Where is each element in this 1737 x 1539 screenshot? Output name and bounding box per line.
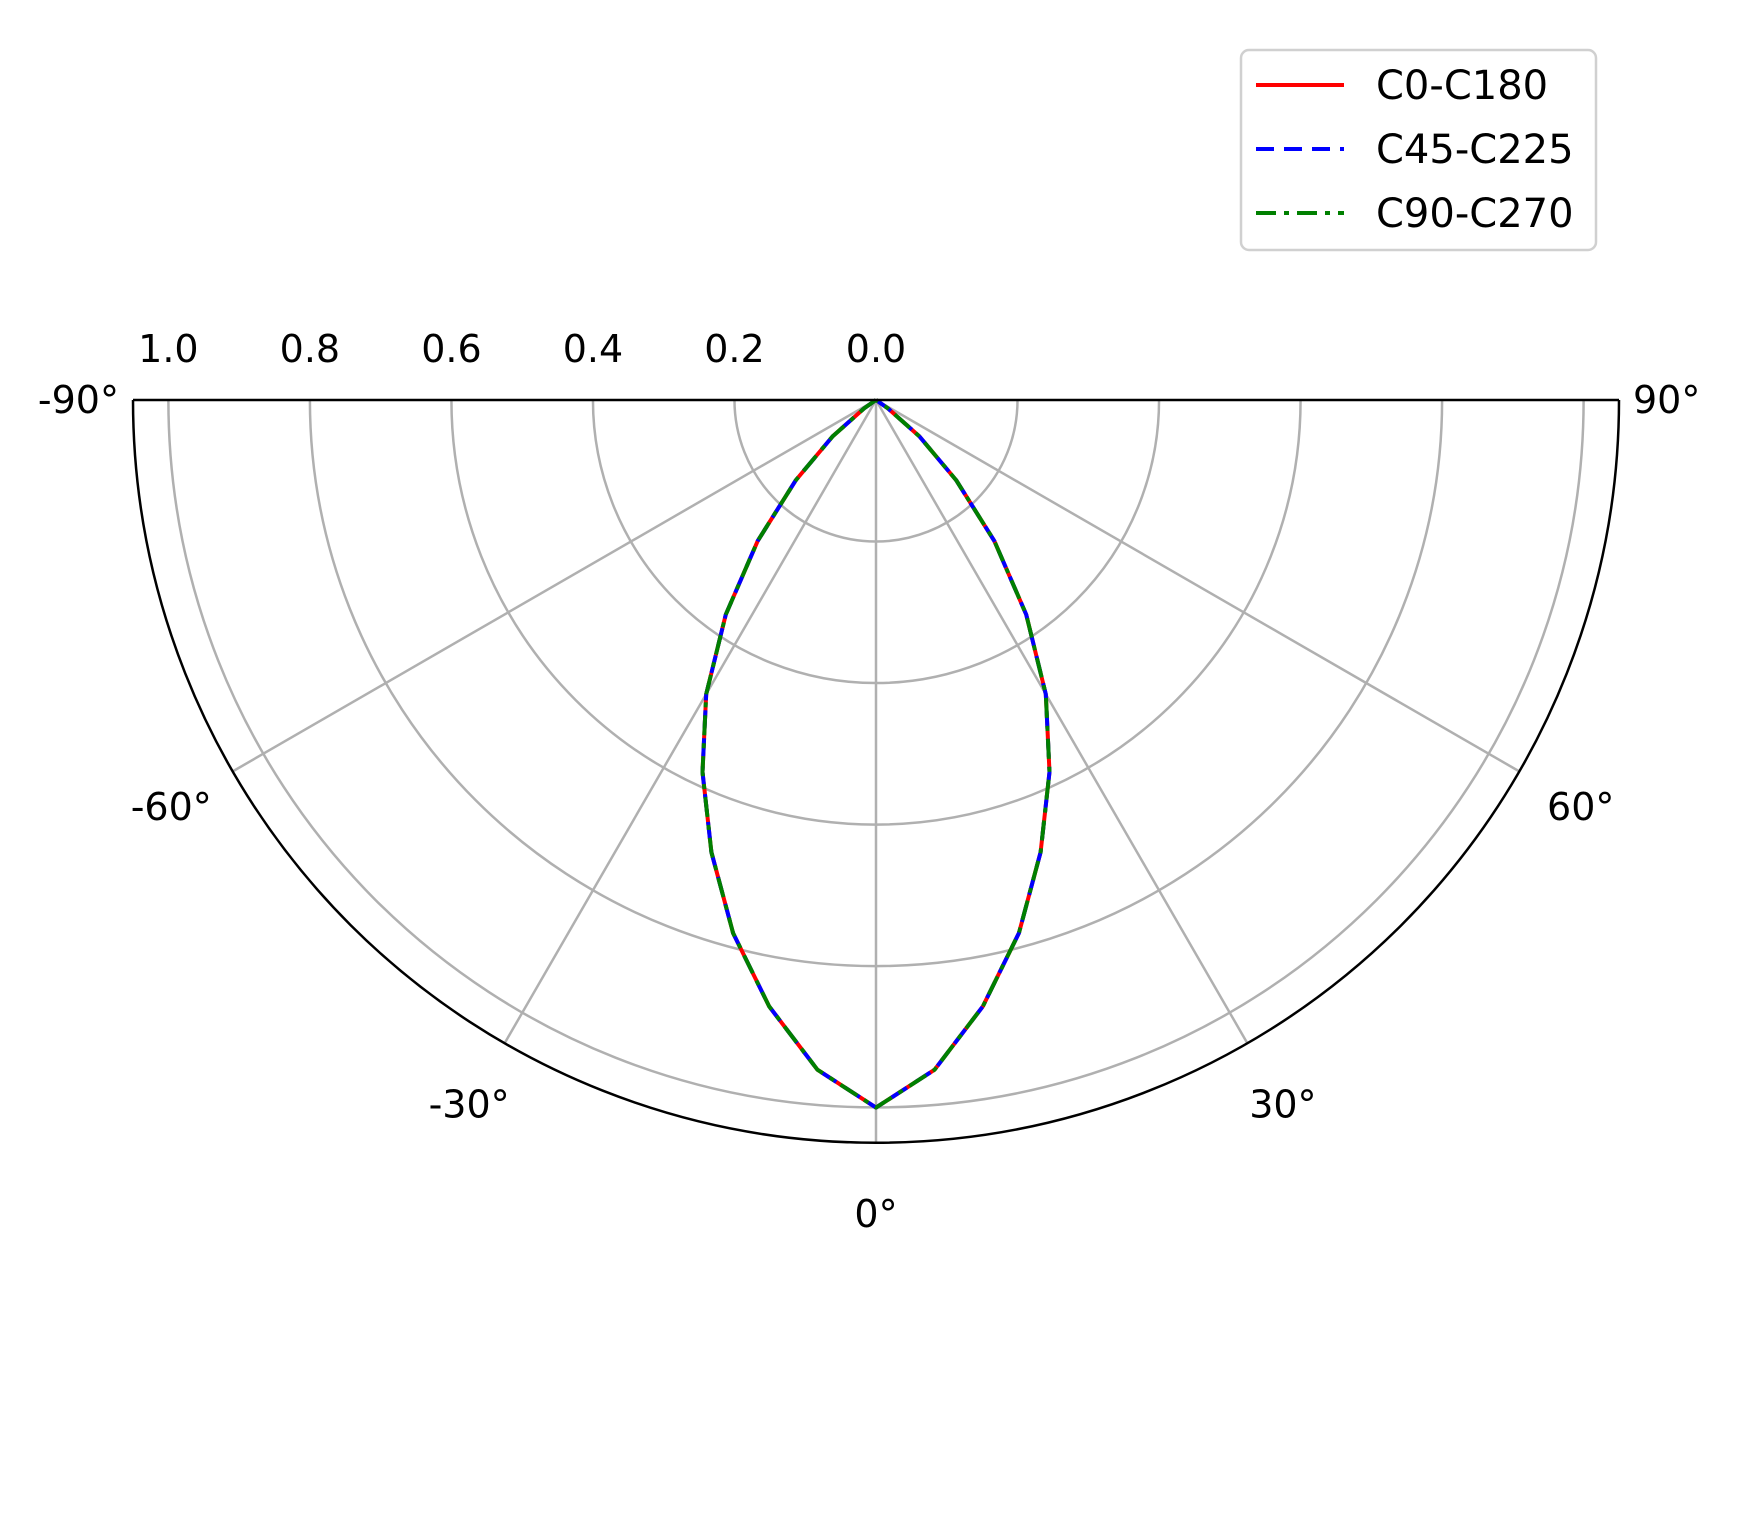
- angular-gridline: [875, 398, 1521, 773]
- radius-tick-label: 0.0: [846, 327, 906, 371]
- angular-gridline: [874, 399, 1249, 1045]
- series-layer: [700, 398, 1052, 1110]
- angle-tick-label: -90°: [38, 378, 119, 422]
- angle-tick-label: 90°: [1633, 378, 1700, 422]
- radius-tick-label: 1.0: [138, 327, 198, 371]
- legend-label: C90-C270: [1376, 191, 1574, 237]
- legend-label: C45-C225: [1376, 127, 1574, 173]
- radius-tick-label: 0.4: [563, 327, 623, 371]
- frame-layer: [131, 398, 1621, 1145]
- grid-layer: [167, 398, 1585, 1143]
- radius-tick-label: 0.8: [280, 327, 340, 371]
- angle-tick-label: 30°: [1249, 1083, 1316, 1127]
- angular-gridline: [503, 399, 878, 1045]
- legend: C0-C180 C45-C225 C90-C270: [1239, 48, 1598, 252]
- radius-tick-label: 0.6: [421, 327, 481, 371]
- angle-tick-label: 0°: [854, 1192, 897, 1236]
- legend-label: C0-C180: [1376, 63, 1548, 109]
- radius-tick-label: 0.2: [704, 327, 764, 371]
- angle-tick-label: 60°: [1547, 785, 1614, 829]
- angle-tick-label: -30°: [429, 1083, 510, 1127]
- legend-box: [1239, 48, 1598, 252]
- tick-layer: 1.0 0.8 0.6 0.4 0.2 0.0 -90° -60° -30° 0° 30° 60° 90…: [38, 327, 1700, 1236]
- series-line-c90-c270: [700, 398, 1052, 1110]
- outer-arc: [131, 399, 1621, 1145]
- angle-tick-label: -60°: [131, 785, 212, 829]
- angular-gridline: [231, 398, 877, 773]
